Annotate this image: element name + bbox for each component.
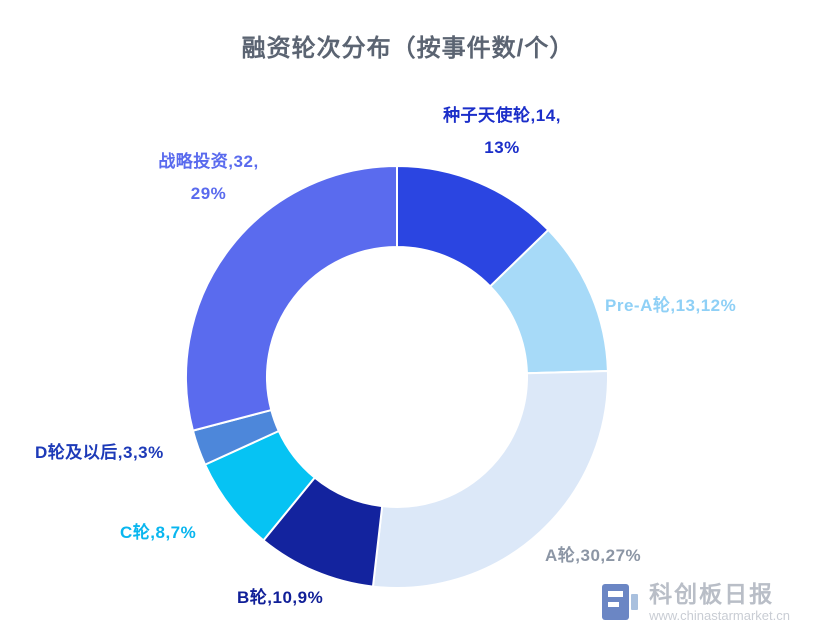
label-seed-angel-line1: 种子天使轮,14, — [443, 106, 561, 125]
star-market-daily-logo-icon — [602, 584, 639, 621]
label-d-round: D轮及以后,3,3% — [35, 443, 164, 462]
label-strategic: 战略投资,32, 29% — [126, 146, 291, 210]
label-b-round: B轮,10,9% — [237, 588, 324, 607]
watermark-url: www.chinastarmarket.cn — [649, 608, 790, 624]
label-seed-angel-line2: 13% — [484, 138, 520, 157]
label-strategic-line2: 29% — [190, 184, 227, 203]
donut-segment-a[interactable] — [371, 369, 609, 589]
label-seed-angel: 种子天使轮,14, 13% — [412, 100, 592, 164]
label-c-round: C轮,8,7% — [120, 523, 197, 542]
chart-title: 融资轮次分布（按事件数/个） — [241, 35, 575, 62]
label-pre-a: Pre-A轮,13,12% — [605, 296, 737, 315]
donut-segment-strategic[interactable] — [185, 165, 398, 432]
watermark: 科创板日报 www.chinastarmarket.cn — [601, 581, 790, 624]
label-strategic-line1: 战略投资,32, — [158, 152, 259, 171]
label-a-round: A轮,30,27% — [545, 546, 642, 565]
watermark-brand: 科创板日报 — [649, 580, 775, 607]
